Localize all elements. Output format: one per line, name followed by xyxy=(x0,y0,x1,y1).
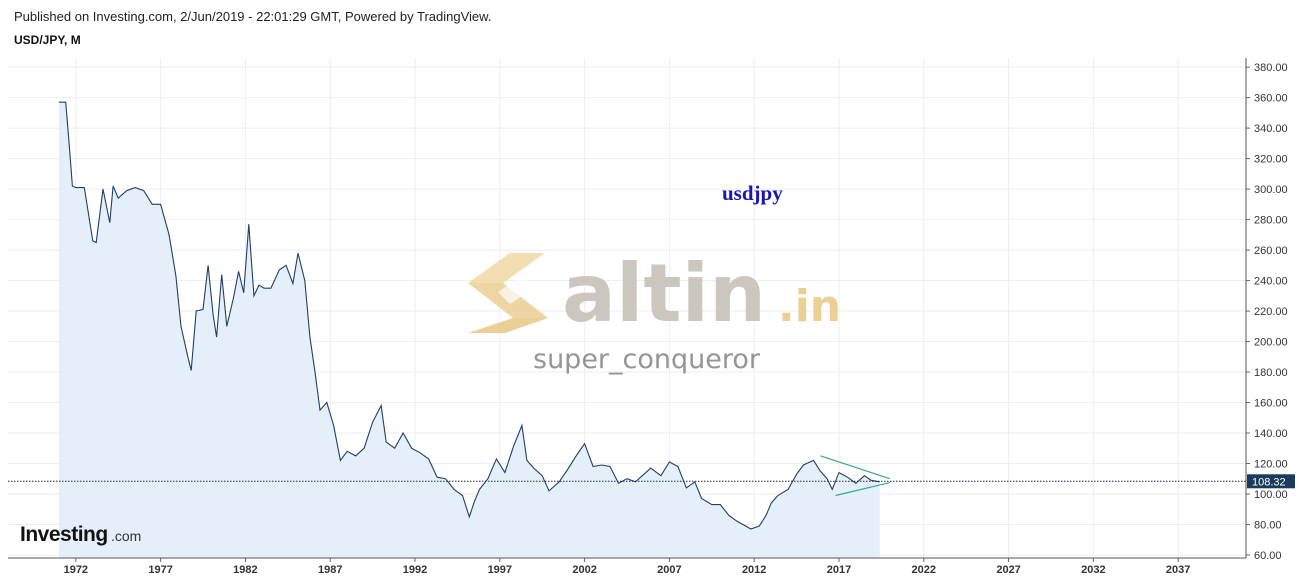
y-tick-label: 320.00 xyxy=(1254,154,1288,166)
y-tick-label: 260.00 xyxy=(1254,245,1288,257)
y-tick-label: 340.00 xyxy=(1254,123,1288,135)
price-series-line xyxy=(58,101,880,530)
y-tick-label: 280.00 xyxy=(1254,215,1288,227)
y-tick-label: 120.00 xyxy=(1254,458,1288,470)
x-tick-label: 2012 xyxy=(742,564,766,576)
last-price-label: 108.32 xyxy=(1252,476,1286,488)
watermark-brand: altin xyxy=(562,247,766,340)
investing-logo: Investing .com xyxy=(20,523,141,546)
y-tick-label: 380.00 xyxy=(1254,62,1288,74)
x-tick-label: 1992 xyxy=(403,564,427,576)
triangle-upper-line xyxy=(820,455,891,480)
x-tick-label: 1977 xyxy=(148,564,172,576)
y-tick-label: 300.00 xyxy=(1254,184,1288,196)
investing-logo-main: Investing xyxy=(20,523,108,546)
y-tick-label: 60.00 xyxy=(1254,550,1282,562)
investing-logo-suffix: .com xyxy=(111,528,141,544)
altin-logo-icon xyxy=(468,253,548,333)
x-tick-label: 2002 xyxy=(572,564,596,576)
x-tick-label: 2017 xyxy=(827,564,851,576)
usdjpy-annotation: usdjpy xyxy=(722,181,783,205)
x-tick-label: 1972 xyxy=(64,564,88,576)
x-tick-label: 2032 xyxy=(1081,564,1105,576)
y-tick-label: 160.00 xyxy=(1254,398,1288,410)
chart-title: USD/JPY, M xyxy=(14,33,81,47)
triangle-lower-line xyxy=(835,481,891,497)
watermark-user: super_conqueror xyxy=(533,344,761,375)
y-tick-label: 240.00 xyxy=(1254,276,1288,288)
y-axis: 60.00 80.00 100.00 120.00 140.00 160.00 180.00… xyxy=(1245,58,1288,562)
altin-watermark: altin .in super_conqueror xyxy=(468,247,841,375)
y-tick-label: 220.00 xyxy=(1254,306,1288,318)
x-tick-label: 2027 xyxy=(996,564,1020,576)
y-tick-label: 140.00 xyxy=(1254,428,1288,440)
last-price-tag: 108.32 xyxy=(1247,474,1295,489)
x-tick-label: 1982 xyxy=(233,564,257,576)
x-tick-label: 2007 xyxy=(657,564,681,576)
x-tick-label: 2022 xyxy=(912,564,936,576)
published-info: Published on Investing.com, 2/Jun/2019 -… xyxy=(14,9,492,24)
triangle-pattern-drawing xyxy=(820,455,891,497)
y-tick-label: 80.00 xyxy=(1254,519,1282,531)
y-tick-label: 360.00 xyxy=(1254,93,1288,105)
y-tick-label: 180.00 xyxy=(1254,367,1288,379)
y-tick-label: 200.00 xyxy=(1254,337,1288,349)
x-tick-label: 2037 xyxy=(1166,564,1190,576)
x-tick-label: 1997 xyxy=(488,564,512,576)
y-tick-label: 100.00 xyxy=(1254,489,1288,501)
price-area-fill xyxy=(58,102,880,558)
x-axis: 1972 1977 1982 1987 1992 1997 2002 2007 2012 2017… xyxy=(8,557,1246,576)
watermark-brand-suffix: .in xyxy=(778,281,841,332)
x-tick-label: 1987 xyxy=(318,564,342,576)
